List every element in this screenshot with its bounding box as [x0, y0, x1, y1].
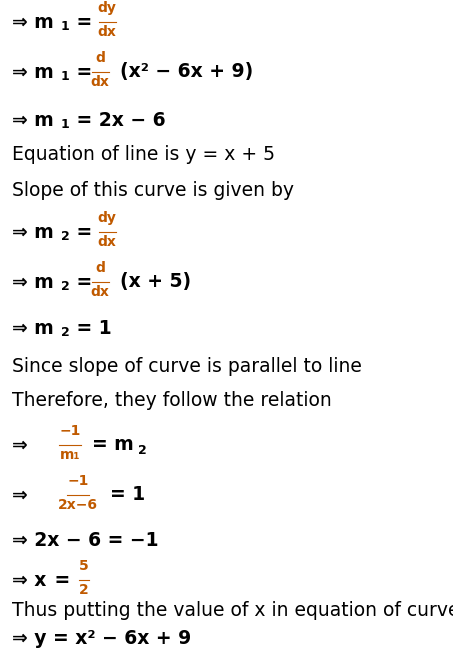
Text: d: d: [95, 261, 105, 275]
Text: ⇒ m: ⇒ m: [12, 62, 54, 82]
Text: = 1: = 1: [110, 485, 145, 505]
Text: = 1: = 1: [70, 319, 111, 338]
Text: (x² − 6x + 9): (x² − 6x + 9): [120, 62, 253, 82]
Text: −1: −1: [59, 424, 81, 438]
Text: ⇒ m: ⇒ m: [12, 12, 54, 32]
Text: ⇒ 2x − 6 = −1: ⇒ 2x − 6 = −1: [12, 531, 159, 550]
Text: 5: 5: [79, 559, 89, 573]
Text: −1: −1: [67, 474, 89, 488]
Text: ⇒ y = x² − 6x + 9: ⇒ y = x² − 6x + 9: [12, 629, 191, 647]
Text: d: d: [95, 51, 105, 65]
Text: 2: 2: [61, 231, 70, 244]
Text: 2x−6: 2x−6: [58, 498, 98, 512]
Text: Since slope of curve is parallel to line: Since slope of curve is parallel to line: [12, 356, 362, 375]
Text: dy: dy: [97, 211, 116, 225]
Text: Thus putting the value of x in equation of curve, we get: Thus putting the value of x in equation …: [12, 601, 453, 619]
Text: 1: 1: [61, 21, 70, 34]
Text: =: =: [70, 273, 92, 292]
Text: ⇒ m: ⇒ m: [12, 273, 54, 292]
Text: = 2x − 6: = 2x − 6: [70, 111, 166, 130]
Text: 1: 1: [61, 71, 70, 84]
Text: (x + 5): (x + 5): [120, 273, 191, 292]
Text: =: =: [70, 12, 92, 32]
Text: ⇒ m: ⇒ m: [12, 222, 54, 242]
Text: Equation of line is y = x + 5: Equation of line is y = x + 5: [12, 146, 275, 165]
Text: ⇒: ⇒: [12, 435, 28, 454]
Text: Slope of this curve is given by: Slope of this curve is given by: [12, 181, 294, 200]
Text: ⇒ m: ⇒ m: [12, 111, 54, 130]
Text: m₁: m₁: [60, 448, 80, 462]
Text: Therefore, they follow the relation: Therefore, they follow the relation: [12, 391, 332, 410]
Text: ⇒ x: ⇒ x: [12, 570, 46, 590]
Text: 1: 1: [61, 119, 70, 132]
Text: =: =: [70, 62, 92, 82]
Text: ⇒: ⇒: [12, 485, 28, 505]
Text: ⇒ m: ⇒ m: [12, 319, 54, 338]
Text: 2: 2: [138, 443, 147, 456]
Text: dx: dx: [97, 235, 116, 249]
Text: dx: dx: [97, 25, 116, 39]
Text: =: =: [70, 222, 92, 242]
Text: 2: 2: [61, 281, 70, 294]
Text: = m: = m: [92, 435, 134, 454]
Text: dy: dy: [97, 1, 116, 15]
Text: dx: dx: [91, 75, 110, 89]
Text: 2: 2: [61, 327, 70, 340]
Text: =: =: [48, 570, 70, 590]
Text: 2: 2: [79, 583, 89, 597]
Text: dx: dx: [91, 285, 110, 299]
